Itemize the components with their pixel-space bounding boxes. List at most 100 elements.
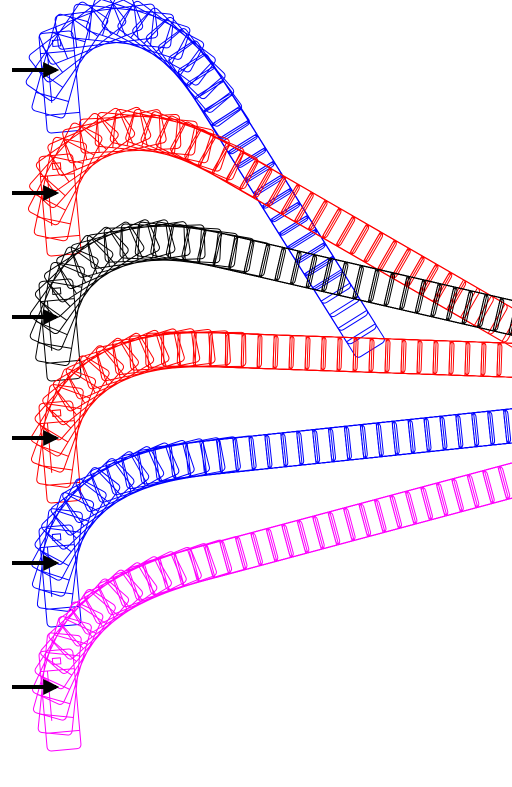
vehicle-axle xyxy=(467,342,468,376)
vehicle-axle xyxy=(469,474,478,507)
vehicle-axle xyxy=(156,118,169,149)
vehicle-outline xyxy=(35,107,136,192)
vehicle-axle xyxy=(259,334,260,368)
vehicle-axle xyxy=(162,22,172,54)
vehicle-axle xyxy=(213,145,230,174)
vehicle-axle xyxy=(191,549,200,582)
vehicle-axle xyxy=(114,577,127,608)
vehicle-axle xyxy=(355,266,363,299)
vehicle-axle xyxy=(160,558,169,591)
vehicle-mirror xyxy=(52,534,60,541)
vehicle-axle xyxy=(323,337,324,371)
vehicle-axle xyxy=(222,541,231,574)
vehicle-axle xyxy=(483,342,484,376)
vehicle-axle xyxy=(448,281,465,310)
vehicle-axle xyxy=(199,137,216,166)
vehicle-outline xyxy=(452,453,512,512)
vehicle-axle xyxy=(370,269,378,302)
vehicle-axle xyxy=(351,225,368,254)
vehicle-outline xyxy=(421,462,512,521)
vehicle-axle xyxy=(171,123,186,153)
vehicle-axle xyxy=(150,12,154,46)
vehicle-axle xyxy=(175,553,184,586)
vehicle-axle xyxy=(307,336,308,370)
vehicle-axle xyxy=(288,231,317,249)
vehicle-body xyxy=(452,453,512,512)
vehicle-axle xyxy=(206,545,215,578)
vehicle-axle xyxy=(376,499,385,532)
vehicle-body xyxy=(421,462,512,521)
vehicle-axle xyxy=(220,122,249,140)
vehicle-axle xyxy=(171,445,175,479)
vehicle-axle xyxy=(277,248,285,281)
vehicle-axle xyxy=(299,520,308,553)
vehicle-axle xyxy=(379,241,396,270)
vehicle-outline xyxy=(498,441,512,500)
vehicle-body xyxy=(31,13,90,118)
vehicle-axle xyxy=(453,479,462,512)
vehicle-outline xyxy=(43,221,145,304)
vehicle-heading xyxy=(47,671,51,721)
vehicle-axle xyxy=(280,217,309,235)
vehicle-axle xyxy=(81,362,95,393)
vehicle-axle xyxy=(129,570,140,602)
vehicle-axle xyxy=(417,280,425,313)
vehicle-axle xyxy=(337,217,354,246)
vehicle-axle xyxy=(361,503,370,536)
vehicle-axle xyxy=(54,635,87,644)
vehicle-axle xyxy=(212,108,241,126)
vehicle-body xyxy=(35,107,136,192)
vehicle-body xyxy=(35,262,85,366)
vehicle-axle xyxy=(423,487,432,520)
vehicle-axle xyxy=(275,335,276,369)
vehicle-axle xyxy=(203,95,232,113)
vehicle-axle xyxy=(447,280,464,309)
vehicle-axle xyxy=(451,341,452,375)
vehicle-axle xyxy=(56,511,88,522)
vehicle-axle xyxy=(268,528,277,561)
vehicle-axle xyxy=(314,516,323,549)
vehicle-axle xyxy=(392,495,401,528)
vehicle-outline xyxy=(35,262,85,366)
swept-path xyxy=(29,219,512,382)
vehicle-outline xyxy=(31,13,90,118)
vehicle-axle xyxy=(403,339,404,373)
vehicle-axle xyxy=(179,332,180,366)
vehicle-body xyxy=(498,441,512,500)
vehicle-outline xyxy=(419,264,512,343)
vehicle-body xyxy=(419,264,512,343)
vehicle-axle xyxy=(435,341,436,375)
vehicle-outline xyxy=(482,445,512,504)
vehicle-axle xyxy=(500,466,509,499)
vehicle-axle xyxy=(371,338,372,372)
vehicle-axle xyxy=(407,491,416,524)
vehicle-axle xyxy=(195,81,224,99)
vehicle-axle xyxy=(330,297,359,315)
vehicle-axle xyxy=(144,563,154,595)
vehicle-axle xyxy=(283,524,292,557)
vehicle-axle xyxy=(211,333,212,367)
vehicle-axle xyxy=(237,537,246,570)
vehicle-body xyxy=(43,221,145,304)
vehicle-body xyxy=(465,342,512,379)
vehicle-axle xyxy=(291,335,292,369)
vehicle-axle xyxy=(253,532,262,565)
vehicle-axle xyxy=(386,273,394,306)
vehicle-axle xyxy=(484,470,493,503)
vehicle-axle xyxy=(147,335,149,369)
swept-path xyxy=(31,437,512,752)
vehicle-axle xyxy=(438,483,447,516)
vehicle-axle xyxy=(81,127,106,150)
vehicle-outline xyxy=(449,341,512,378)
vehicle-axle xyxy=(365,233,382,262)
swept-path xyxy=(27,106,512,351)
vehicle-axle xyxy=(499,343,500,377)
vehicle-axle xyxy=(324,209,341,238)
vehicle-axle xyxy=(330,512,339,545)
vehicle-axle xyxy=(296,193,313,222)
vehicle-axle xyxy=(338,310,367,328)
vehicle-axle xyxy=(156,30,182,52)
vehicle-axle xyxy=(387,339,388,373)
vehicle-axle xyxy=(107,582,130,607)
vehicle-axle xyxy=(355,338,356,372)
